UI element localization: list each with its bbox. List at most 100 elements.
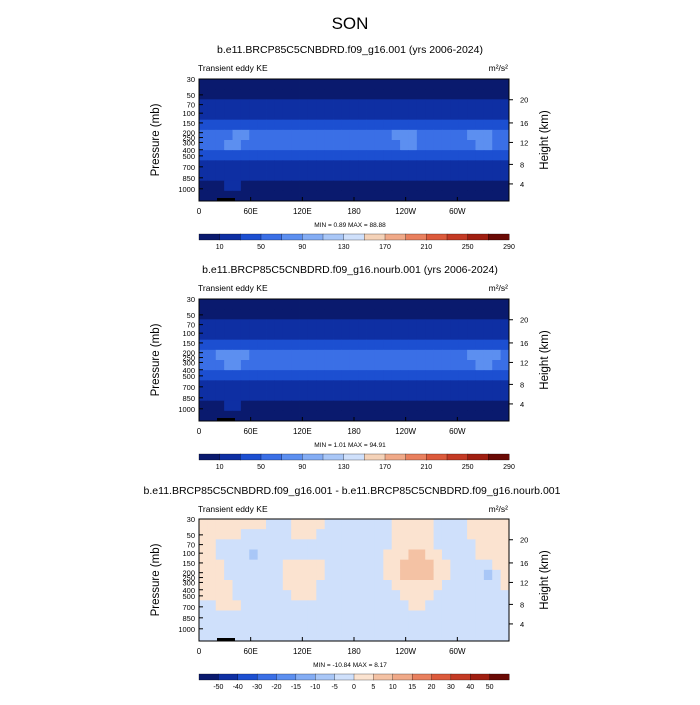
x-tick-label: 60E bbox=[244, 207, 258, 216]
heat-cell bbox=[450, 79, 460, 90]
colorbar-swatch bbox=[364, 233, 386, 241]
heat-cell bbox=[215, 610, 225, 622]
heat-cell bbox=[425, 390, 434, 402]
heat-cell bbox=[249, 339, 259, 351]
heat-cell bbox=[316, 349, 326, 361]
heat-cell bbox=[358, 109, 367, 121]
heat-cell bbox=[316, 160, 326, 171]
colorbar-swatch bbox=[237, 673, 258, 681]
heat-cell bbox=[467, 349, 476, 361]
heat-cell bbox=[257, 400, 267, 412]
x-tick-label: 60E bbox=[244, 427, 258, 436]
heat-cell bbox=[307, 129, 317, 141]
colorbar-label: 0 bbox=[352, 684, 356, 691]
heat-cell bbox=[374, 309, 384, 320]
heat-cell bbox=[299, 519, 309, 530]
heat-cell bbox=[492, 160, 502, 171]
heat-cell bbox=[274, 79, 284, 90]
heat-cell bbox=[374, 559, 384, 571]
heat-cell bbox=[349, 620, 359, 632]
colorbar-label: 30 bbox=[447, 684, 455, 691]
heat-cell bbox=[433, 190, 443, 202]
heat-cell bbox=[207, 360, 217, 371]
heat-cell bbox=[391, 190, 401, 202]
heat-cell bbox=[391, 400, 401, 412]
heat-cell bbox=[358, 590, 367, 601]
x-tick-label: 60W bbox=[449, 207, 466, 216]
heat-cell bbox=[425, 299, 434, 310]
heat-cell bbox=[266, 400, 275, 412]
heat-cell bbox=[492, 600, 502, 611]
heat-cell bbox=[299, 329, 309, 341]
heat-cell bbox=[224, 109, 233, 121]
colorbar-label: 90 bbox=[298, 244, 306, 251]
heat-cell bbox=[199, 349, 208, 361]
heat-cell bbox=[249, 79, 259, 90]
heat-cell bbox=[199, 190, 208, 202]
colorbar-label: 130 bbox=[338, 244, 350, 251]
heat-cell bbox=[400, 99, 409, 110]
heat-cell bbox=[400, 129, 409, 141]
heat-cell bbox=[324, 519, 334, 530]
heat-cell bbox=[475, 109, 485, 121]
panel-3-plot bbox=[199, 519, 510, 642]
heat-cell bbox=[391, 539, 401, 550]
heat-cell bbox=[383, 160, 393, 171]
heat-cell bbox=[341, 119, 351, 131]
heat-cell bbox=[299, 580, 309, 591]
heat-cell bbox=[374, 160, 384, 171]
heat-cell bbox=[366, 370, 376, 381]
heat-cell bbox=[215, 339, 225, 351]
heat-cell bbox=[307, 180, 317, 192]
heat-cell bbox=[383, 79, 393, 90]
heat-cell bbox=[240, 390, 250, 402]
heat-cell bbox=[240, 539, 250, 550]
heat-cell bbox=[199, 580, 208, 591]
heat-cell bbox=[358, 349, 367, 361]
heat-cell bbox=[416, 539, 426, 550]
heat-cell bbox=[232, 129, 242, 141]
heat-cell bbox=[274, 349, 284, 361]
heat-cell bbox=[299, 140, 309, 151]
heat-cell bbox=[408, 370, 418, 381]
heat-cell bbox=[199, 329, 208, 341]
heat-cell bbox=[366, 89, 376, 100]
heat-cell bbox=[366, 299, 376, 310]
heat-cell bbox=[492, 140, 502, 151]
heat-cell bbox=[240, 400, 250, 412]
heat-cell bbox=[316, 549, 326, 561]
heat-cell bbox=[374, 129, 384, 141]
heat-cell bbox=[333, 600, 342, 611]
heat-cell bbox=[366, 309, 376, 320]
heat-cell bbox=[240, 99, 250, 110]
heat-cell bbox=[232, 339, 242, 351]
heat-cell bbox=[425, 109, 434, 121]
heat-cell bbox=[240, 349, 250, 361]
heat-cell bbox=[467, 170, 476, 182]
heat-cell bbox=[408, 349, 418, 361]
heat-cell bbox=[291, 549, 300, 561]
colorbar-label: 20 bbox=[428, 684, 436, 691]
colorbar-swatch bbox=[302, 453, 324, 461]
y-tick-label: 300 bbox=[182, 578, 195, 587]
heat-cell bbox=[441, 559, 451, 571]
heat-cell bbox=[299, 119, 309, 131]
heat-cell bbox=[500, 309, 510, 320]
heat-cell bbox=[215, 410, 225, 422]
colorbar-swatch bbox=[240, 453, 262, 461]
colorbar-swatch bbox=[405, 453, 427, 461]
heat-cell bbox=[207, 309, 217, 320]
heat-cell bbox=[391, 360, 401, 371]
heat-cell bbox=[391, 329, 401, 341]
heat-cell bbox=[467, 309, 476, 320]
heat-cell bbox=[215, 580, 225, 591]
heat-cell bbox=[291, 99, 300, 110]
y-right-tick-label: 20 bbox=[520, 536, 528, 545]
heat-cell bbox=[458, 380, 468, 391]
heat-cell bbox=[240, 89, 250, 100]
heat-cell bbox=[383, 339, 393, 351]
heat-cell bbox=[266, 299, 275, 310]
heat-cell bbox=[199, 160, 208, 171]
heat-cell bbox=[249, 170, 259, 182]
